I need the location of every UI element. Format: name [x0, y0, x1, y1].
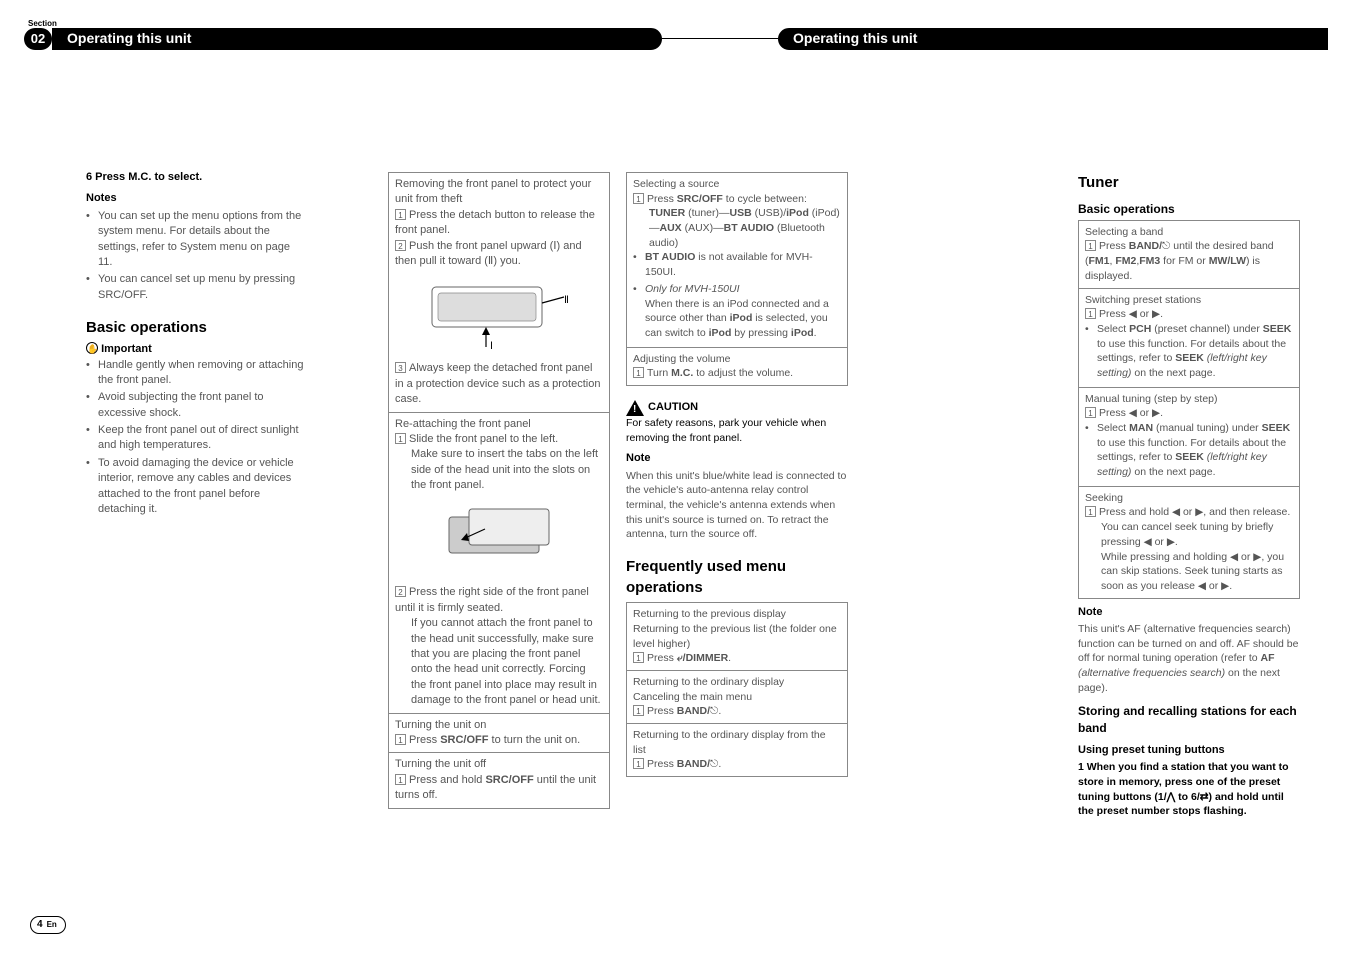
column-3: Selecting a source 1Press SRC/OFF to cyc…	[626, 172, 848, 777]
reattach-panel-box: Re-attaching the front panel 1Slide the …	[388, 413, 610, 714]
return-list-box: Returning to the ordinary display from t…	[626, 724, 848, 777]
return-prev-box: Returning to the previous display Return…	[626, 602, 848, 671]
return-prev-heading: Returning to the previous display	[633, 607, 841, 622]
reattach-heading: Re-attaching the front panel	[395, 417, 603, 432]
notes-list: You can set up the menu options from the…	[86, 209, 306, 303]
caution-heading: CAUTION	[648, 400, 698, 415]
seek-step-c: While pressing and holding ◀ or ▶, you c…	[1085, 550, 1293, 594]
tuner-note-body: This unit's AF (alternative frequencies …	[1078, 622, 1300, 695]
step-6: 6 Press M.C. to select.	[86, 170, 306, 185]
svg-text:Ⅰ: Ⅰ	[490, 341, 493, 352]
turn-off-heading: Turning the unit off	[395, 757, 603, 772]
reattach-step-2: 2Press the right side of the front panel…	[395, 585, 603, 616]
return-prev-step: 1Press ⤶/DIMMER.	[633, 651, 841, 666]
important-item: To avoid damaging the device or vehicle …	[86, 456, 306, 518]
return-prev-sub: Returning to the previous list (the fold…	[633, 622, 841, 651]
tuner-heading: Tuner	[1078, 172, 1300, 193]
manual-note: Select MAN (manual tuning) under SEEK to…	[1085, 421, 1293, 480]
band-step: 1Press BAND/⎋ until the desired band (FM…	[1085, 239, 1293, 283]
seek-step: 1Press and hold ◀ or ▶, and then release…	[1085, 505, 1293, 520]
band-box: Selecting a band 1Press BAND/⎋ until the…	[1078, 220, 1300, 289]
important-label: ✋ Important	[86, 342, 306, 357]
column-2: Removing the front panel to protect your…	[388, 172, 610, 809]
seek-heading: Seeking	[1085, 491, 1293, 506]
select-note: Only for MVH-150UI When there is an iPod…	[633, 282, 841, 341]
remove-step-2: 2Push the front panel upward (Ⅰ) and the…	[395, 239, 603, 270]
caution-body: For safety reasons, park your vehicle wh…	[626, 416, 848, 445]
select-source-heading: Selecting a source	[633, 177, 841, 192]
return-ord-heading: Returning to the ordinary display	[633, 675, 841, 690]
important-list: Handle gently when removing or attaching…	[86, 358, 306, 518]
header-divider	[662, 38, 778, 39]
remove-heading: Removing the front panel to protect your…	[395, 177, 603, 208]
caution-icon	[626, 400, 644, 416]
adjust-volume-box: Adjusting the volume 1Turn M.C. to adjus…	[626, 348, 848, 386]
preset-heading: Switching preset stations	[1085, 293, 1293, 308]
tuner-basic-heading: Basic operations	[1078, 201, 1300, 218]
front-panel-illustration-1: Ⅰ Ⅱ	[424, 275, 574, 355]
select-note: BT AUDIO is not available for MVH-150UI.	[633, 250, 841, 279]
reattach-step-1b: Make sure to insert the tabs on the left…	[395, 447, 603, 493]
store-heading: Storing and recalling stations for each …	[1078, 703, 1300, 737]
seek-step-b: You can cancel seek tuning by briefly pr…	[1085, 520, 1293, 549]
return-list-heading: Returning to the ordinary display from t…	[633, 728, 841, 757]
freq-heading: Frequently used menu operations	[626, 556, 848, 598]
important-item: Avoid subjecting the front panel to exce…	[86, 390, 306, 421]
reattach-step-2b: If you cannot attach the front panel to …	[395, 616, 603, 708]
return-list-step: 1Press BAND/⎋.	[633, 757, 841, 772]
turn-on-step: 1Press SRC/OFF to turn the unit on.	[395, 733, 603, 748]
remove-step-1: 1Press the detach button to release the …	[395, 208, 603, 239]
preset-notes: Select PCH (preset channel) under SEEK t…	[1085, 322, 1293, 381]
select-source-list: TUNER (tuner)—USB (USB)/iPod (iPod)—AUX …	[633, 206, 841, 250]
manual-notes: Select MAN (manual tuning) under SEEK to…	[1085, 421, 1293, 480]
header-right: Operating this unit	[778, 28, 1328, 50]
basic-operations-heading: Basic operations	[86, 317, 306, 338]
turn-on-heading: Turning the unit on	[395, 718, 603, 733]
band-heading: Selecting a band	[1085, 225, 1293, 240]
note-heading: Note	[626, 451, 848, 466]
select-source-notes: BT AUDIO is not available for MVH-150UI.…	[633, 250, 841, 340]
return-ord-box: Returning to the ordinary display Cancel…	[626, 671, 848, 724]
note-body: When this unit's blue/white lead is conn…	[626, 469, 848, 542]
note-item: You can set up the menu options from the…	[86, 209, 306, 271]
select-source-step: 1Press SRC/OFF to cycle between:	[633, 192, 841, 207]
note-item: You can cancel set up menu by pressing S…	[86, 272, 306, 303]
notes-heading: Notes	[86, 191, 306, 206]
preset-box: Switching preset stations 1Press ◀ or ▶.…	[1078, 289, 1300, 388]
important-item: Keep the front panel out of direct sunli…	[86, 423, 306, 454]
column-1: 6 Press M.C. to select. Notes You can se…	[86, 170, 306, 519]
preset-tuning-heading: Using preset tuning buttons	[1078, 743, 1300, 758]
return-ord-sub: Canceling the main menu	[633, 690, 841, 705]
adjust-volume-heading: Adjusting the volume	[633, 352, 841, 367]
svg-text:Ⅱ: Ⅱ	[564, 295, 569, 306]
turn-off-step: 1Press and hold SRC/OFF until the unit t…	[395, 773, 603, 804]
important-item: Handle gently when removing or attaching…	[86, 358, 306, 389]
header-left: Operating this unit	[52, 28, 662, 50]
select-source-box: Selecting a source 1Press SRC/OFF to cyc…	[626, 172, 848, 348]
turn-off-box: Turning the unit off 1Press and hold SRC…	[388, 753, 610, 808]
remove-step-3: 3Always keep the detached front panel in…	[395, 361, 603, 407]
front-panel-illustration-2	[439, 499, 559, 579]
adjust-volume-step: 1Turn M.C. to adjust the volume.	[633, 366, 841, 381]
chapter-number: 02	[24, 28, 52, 50]
return-ord-step: 1Press BAND/⎋.	[633, 704, 841, 719]
remove-panel-box: Removing the front panel to protect your…	[388, 172, 610, 413]
reattach-step-1: 1Slide the front panel to the left.	[395, 432, 603, 447]
manual-box: Manual tuning (step by step) 1Press ◀ or…	[1078, 388, 1300, 487]
seek-box: Seeking 1Press and hold ◀ or ▶, and then…	[1078, 487, 1300, 599]
turn-on-box: Turning the unit on 1Press SRC/OFF to tu…	[388, 714, 610, 754]
preset-step: 1Press ◀ or ▶.	[1085, 307, 1293, 322]
preset-note: Select PCH (preset channel) under SEEK t…	[1085, 322, 1293, 381]
tuner-note-heading: Note	[1078, 605, 1300, 620]
column-4: Tuner Basic operations Selecting a band …	[1078, 172, 1300, 819]
caution-row: CAUTION	[626, 400, 848, 416]
store-step-1: 1 When you find a station that you want …	[1078, 760, 1300, 819]
manual-heading: Manual tuning (step by step)	[1085, 392, 1293, 407]
page-number: 4En	[30, 916, 66, 934]
manual-step: 1Press ◀ or ▶.	[1085, 406, 1293, 421]
